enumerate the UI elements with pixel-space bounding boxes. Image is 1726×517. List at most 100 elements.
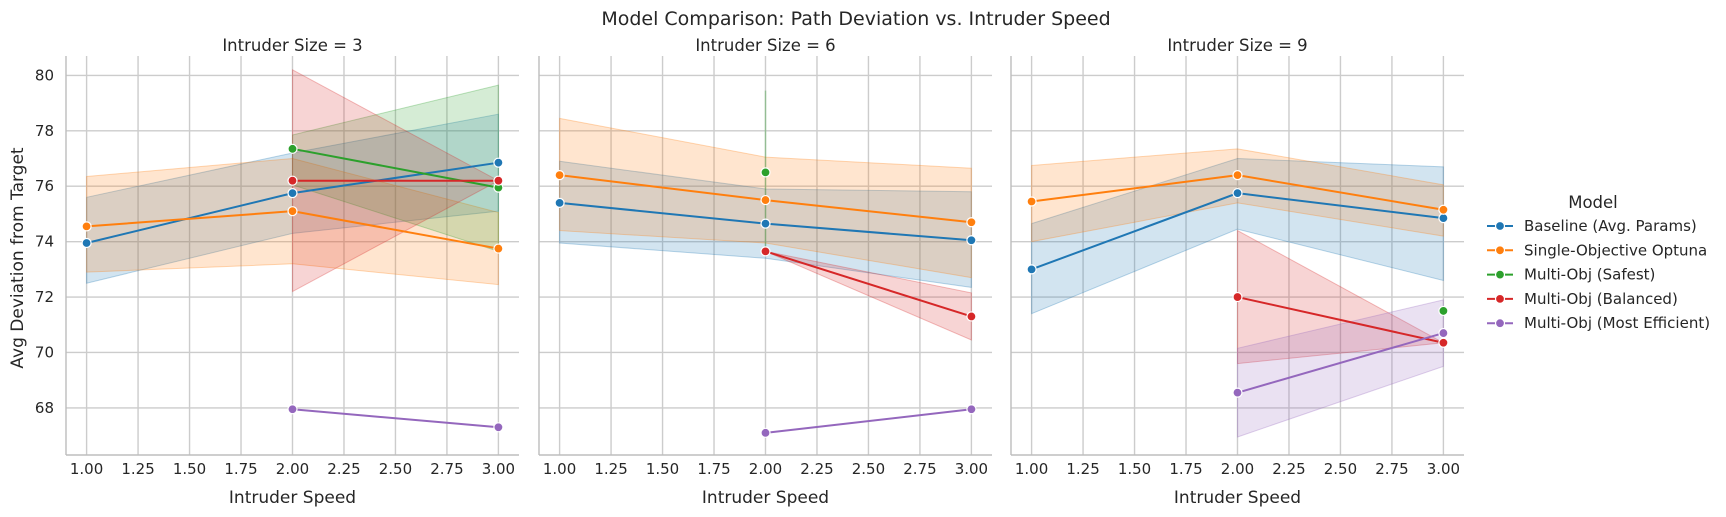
data-point-single-objective-optuna [760, 194, 771, 206]
data-point-single-objective-optuna [966, 217, 977, 228]
legend-label: Baseline (Avg. Params) [1524, 217, 1697, 235]
x-tick-label: 2.00 [749, 460, 782, 478]
data-point-baseline-avg-params [554, 197, 565, 208]
grid [539, 56, 992, 455]
grid [1011, 56, 1464, 455]
x-tick-label: 1.25 [121, 460, 154, 478]
legend-item: Multi-Obj (Most Efficient) [1487, 314, 1710, 332]
data-point-multi-obj-most-efficient [760, 427, 771, 438]
x-tick-label: 2.25 [1272, 460, 1305, 478]
x-tick-label: 1.00 [543, 460, 576, 478]
data-point-single-objective-optuna [493, 243, 504, 254]
data-point-multi-obj-most-efficient [287, 404, 298, 415]
y-axis-label: Avg Deviation from Target [8, 147, 28, 369]
series-line-multi-obj-most-efficient [765, 408, 972, 434]
legend-swatch-marker [1494, 318, 1506, 329]
y-tick-label: 76 [35, 177, 54, 195]
data-point-single-objective-optuna [1232, 170, 1243, 181]
y-tick-label: 68 [35, 399, 54, 417]
x-tick-label: 2.00 [276, 460, 309, 478]
data-point-baseline-avg-params [966, 235, 977, 246]
x-tick-label: 1.00 [1015, 460, 1048, 478]
ci-band-baseline-avg-params [1031, 158, 1444, 315]
x-tick-label: 1.25 [594, 460, 627, 478]
legend-swatch-marker [1494, 220, 1506, 232]
data-point-multi-obj-balanced [287, 175, 298, 186]
panel-title: Intruder Size = 9 [1167, 36, 1307, 55]
legend-label: Multi-Obj (Most Efficient) [1524, 314, 1710, 332]
x-tick-label: 1.00 [70, 460, 103, 478]
x-tick-label: 3.00 [482, 460, 515, 478]
x-tick-label: 1.50 [1118, 460, 1151, 478]
data-point-single-objective-optuna [1026, 196, 1037, 207]
x-tick-label: 1.50 [646, 460, 679, 478]
data-point-multi-obj-safest [760, 167, 771, 178]
legend-item: Baseline (Avg. Params) [1487, 217, 1697, 235]
x-tick-label: 2.50 [1324, 460, 1357, 478]
data-point-baseline-avg-params [81, 237, 92, 249]
panel-1: 1.00 1.25 1.50 1.75 2.00 2.25 2.50 2.75 3.00 68 70… [35, 36, 519, 508]
legend-title: Model [1568, 193, 1618, 212]
data-point-multi-obj-safest [1438, 305, 1449, 317]
x-axis-label: Intruder Speed [1174, 488, 1301, 508]
x-tick-label: 2.00 [1221, 460, 1254, 478]
x-tick-label: 2.75 [903, 460, 936, 478]
series-line-multi-obj-most-efficient [1237, 332, 1444, 394]
y-tick-label: 80 [35, 66, 54, 84]
legend-swatch-marker [1494, 293, 1506, 304]
data-point-single-objective-optuna [1438, 204, 1449, 215]
data-point-multi-obj-most-efficient [493, 422, 504, 433]
data-point-multi-obj-most-efficient [966, 404, 977, 415]
legend-item: Multi-Obj (Balanced) [1487, 290, 1678, 308]
x-tick-label: 3.00 [955, 460, 988, 478]
data-point-multi-obj-balanced [966, 311, 977, 322]
x-tick-label: 2.75 [1375, 460, 1408, 478]
data-point-multi-obj-balanced [1232, 291, 1243, 303]
data-point-single-objective-optuna [287, 206, 298, 217]
data-point-baseline-avg-params [760, 218, 771, 229]
x-tick-label: 1.75 [224, 460, 257, 478]
data-point-multi-obj-balanced [1438, 337, 1449, 348]
y-tick-label: 72 [35, 288, 54, 306]
data-point-multi-obj-most-efficient [1232, 387, 1243, 398]
y-tick-label: 70 [35, 343, 54, 361]
series-line-multi-obj-most-efficient [292, 408, 499, 429]
data-point-baseline-avg-params [1026, 264, 1037, 275]
y-tick-label: 74 [35, 233, 54, 251]
x-tick-label: 1.50 [173, 460, 206, 478]
data-point-baseline-avg-params [287, 188, 298, 199]
legend-item: Multi-Obj (Safest) [1487, 266, 1655, 284]
legend: Model Baseline (Avg. Params) Single-Object… [1487, 193, 1710, 332]
x-axis-label: Intruder Speed [229, 488, 356, 508]
data-point-multi-obj-most-efficient [1438, 327, 1449, 339]
ci-band-multi-obj-most-efficient [1237, 299, 1444, 438]
legend-swatch-marker [1494, 245, 1506, 256]
x-axis-label: Intruder Speed [702, 488, 829, 508]
series-line-multi-obj-balanced [1237, 296, 1444, 344]
panel-3: 1.00 1.25 1.50 1.75 2.00 2.25 2.50 2.75 3.00 Intr… [1010, 36, 1464, 508]
data-point-single-objective-optuna [81, 221, 92, 232]
series-line-multi-obj-balanced [765, 250, 972, 318]
legend-label: Multi-Obj (Balanced) [1524, 290, 1678, 308]
x-tick-label: 1.75 [697, 460, 730, 478]
data-point-baseline-avg-params [1438, 212, 1449, 224]
legend-label: Multi-Obj (Safest) [1524, 266, 1655, 284]
x-tick-label: 2.25 [327, 460, 360, 478]
data-point-multi-obj-balanced [760, 246, 771, 257]
ci-band-single-objective-optuna [86, 158, 499, 286]
y-tick-label: 78 [35, 122, 54, 140]
chart-title: Model Comparison: Path Deviation vs. Int… [601, 8, 1110, 30]
x-tick-label: 1.75 [1169, 460, 1202, 478]
x-tick-label: 3.00 [1427, 460, 1460, 478]
legend-label: Single-Objective Optuna [1524, 241, 1707, 259]
x-tick-label: 2.25 [800, 460, 833, 478]
legend-swatch-marker [1494, 269, 1506, 280]
data-point-baseline-avg-params [493, 157, 504, 168]
panel-title: Intruder Size = 3 [222, 36, 362, 55]
x-tick-label: 1.25 [1066, 460, 1099, 478]
data-point-multi-obj-balanced [493, 175, 504, 186]
legend-item: Single-Objective Optuna [1487, 241, 1707, 259]
x-tick-label: 2.75 [430, 460, 463, 478]
panel-title: Intruder Size = 6 [695, 36, 835, 55]
